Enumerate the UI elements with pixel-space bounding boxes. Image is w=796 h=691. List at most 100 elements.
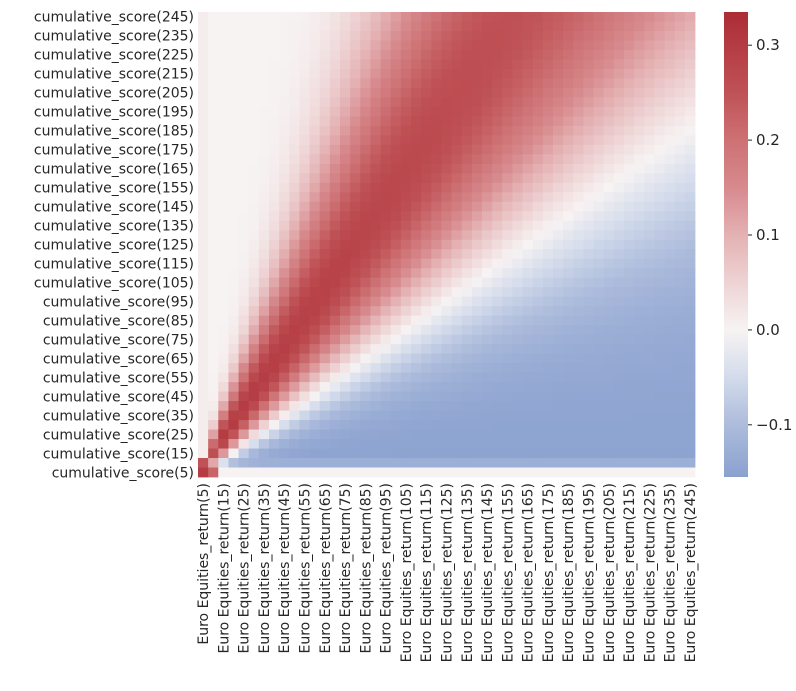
heatmap-cell — [370, 87, 381, 98]
heatmap-cell — [350, 363, 361, 374]
heatmap-cell — [502, 49, 513, 60]
heatmap-cell — [421, 12, 432, 22]
heatmap-cell — [634, 59, 645, 70]
heatmap-cell — [502, 163, 513, 174]
heatmap-cell — [380, 296, 392, 307]
heatmap-cell — [289, 59, 300, 70]
heatmap-cell — [532, 106, 544, 117]
heatmap-cell — [492, 144, 503, 155]
heatmap-cell — [269, 182, 280, 193]
heatmap-cell — [461, 87, 473, 98]
heatmap-cell — [269, 325, 280, 336]
heatmap-cell — [502, 382, 513, 392]
heatmap-cell — [279, 49, 290, 60]
heatmap-cell — [329, 230, 341, 241]
heatmap-cell — [269, 458, 280, 468]
heatmap-cell — [482, 296, 493, 307]
heatmap-cell — [390, 439, 402, 449]
heatmap-cell — [674, 391, 686, 402]
heatmap-cell — [634, 97, 645, 108]
heatmap-cell — [583, 192, 594, 203]
heatmap-cell — [329, 306, 341, 317]
heatmap-cell — [248, 429, 260, 440]
heatmap-cell — [613, 268, 625, 279]
heatmap-cell — [624, 154, 635, 165]
heatmap-cell — [421, 59, 432, 70]
heatmap-cell — [279, 429, 290, 440]
heatmap-cell — [350, 59, 361, 70]
heatmap-cell — [299, 211, 310, 222]
heatmap-cell — [380, 49, 392, 60]
heatmap-cell — [208, 30, 219, 41]
heatmap-cell — [218, 106, 229, 117]
heatmap-cell — [431, 467, 442, 478]
heatmap-cell — [634, 429, 645, 440]
heatmap-cell — [593, 12, 605, 22]
heatmap-cell — [350, 344, 361, 355]
heatmap-cell — [502, 230, 513, 241]
colorbar-tick-label: 0.1 — [756, 226, 780, 244]
heatmap-cell — [674, 182, 686, 193]
heatmap-cell — [613, 344, 625, 355]
heatmap-cell — [451, 59, 463, 70]
heatmap-cell — [654, 458, 665, 468]
heatmap-cell — [634, 144, 645, 155]
heatmap-cell — [644, 334, 655, 345]
heatmap-cell — [471, 182, 483, 193]
heatmap-cell — [664, 382, 676, 392]
heatmap-cell — [350, 154, 361, 165]
heatmap-cell — [208, 296, 219, 307]
heatmap-cell — [573, 306, 584, 317]
heatmap-cell — [208, 410, 219, 421]
heatmap-cell — [593, 334, 605, 345]
heatmap-cell — [654, 40, 665, 51]
x-tick-label: Euro Equities_return(155) — [500, 483, 516, 662]
heatmap-cell — [512, 49, 523, 60]
heatmap-cell — [644, 420, 655, 430]
heatmap-cell — [350, 306, 361, 317]
heatmap-cell — [451, 116, 463, 127]
heatmap-cell — [613, 97, 625, 108]
heatmap-cell — [482, 40, 493, 51]
heatmap-cell — [634, 382, 645, 392]
heatmap-cell — [319, 163, 331, 174]
heatmap-cell — [684, 258, 696, 269]
heatmap-cell — [593, 211, 605, 222]
heatmap-cell — [218, 116, 229, 127]
heatmap-cell — [603, 353, 615, 364]
heatmap-cell — [400, 439, 412, 449]
heatmap-cell — [421, 211, 432, 222]
heatmap-cell — [208, 448, 219, 459]
heatmap-cell — [370, 125, 381, 136]
heatmap-cell — [380, 30, 392, 41]
heatmap-cell — [248, 125, 260, 136]
heatmap-cell — [583, 30, 594, 41]
heatmap-cell — [279, 258, 290, 269]
heatmap-cell — [664, 277, 676, 288]
heatmap-cell — [370, 325, 381, 336]
heatmap-cell — [603, 391, 615, 402]
heatmap-cell — [664, 154, 676, 165]
heatmap-cell — [299, 382, 310, 392]
heatmap-cell — [563, 59, 574, 70]
heatmap-cell — [553, 21, 564, 32]
heatmap-cell — [603, 334, 615, 345]
heatmap-cell — [613, 249, 625, 260]
heatmap-cell — [563, 268, 574, 279]
heatmap-cell — [613, 410, 625, 421]
heatmap-cell — [411, 410, 422, 421]
heatmap-cell — [411, 192, 422, 203]
heatmap-cell — [258, 448, 270, 459]
heatmap-cell — [400, 372, 412, 383]
heatmap-cell — [553, 391, 564, 402]
heatmap-cell — [279, 467, 290, 478]
heatmap-cell — [269, 49, 280, 60]
heatmap-cell — [329, 220, 341, 231]
heatmap-cell — [208, 391, 219, 402]
heatmap-cell — [674, 249, 686, 260]
heatmap-cell — [319, 125, 331, 136]
heatmap-cell — [340, 277, 351, 288]
heatmap-cell — [502, 182, 513, 193]
heatmap-cell — [583, 59, 594, 70]
heatmap-cell — [644, 448, 655, 459]
